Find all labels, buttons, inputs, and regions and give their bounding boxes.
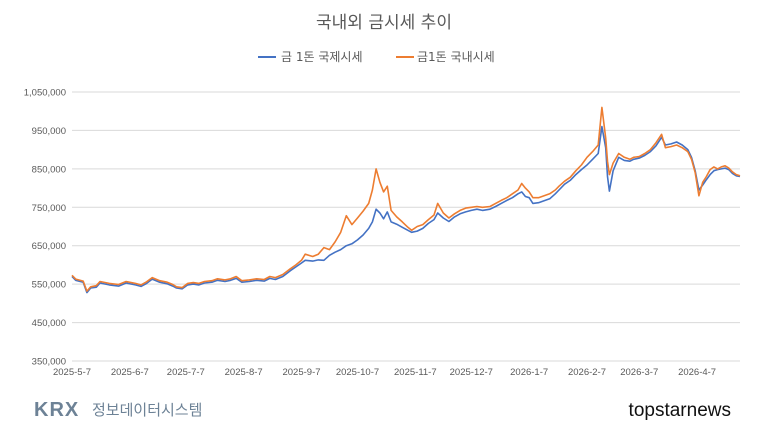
x-tick-label: 2026-4-7 [678, 367, 716, 378]
x-tick-label: 2025-9-7 [282, 367, 320, 378]
y-tick-label: 750,000 [32, 203, 66, 214]
x-tick-label: 2026-1-7 [510, 367, 548, 378]
chart-title: 국내외 금시세 추이 [316, 13, 452, 33]
y-tick-label: 850,000 [32, 164, 66, 175]
legend-label-domestic: 금1돈 국내시세 [417, 50, 495, 64]
y-tick-label: 550,000 [32, 280, 66, 291]
krx-logo-mark: KRX [34, 399, 79, 421]
x-tick-label: 2025-10-7 [336, 367, 379, 378]
legend-item-international: 금 1돈 국제시세 [258, 50, 363, 64]
legend-item-domestic: 금1돈 국내시세 [396, 50, 495, 64]
x-tick-label: 2026-2-7 [568, 367, 606, 378]
y-tick-label: 350,000 [32, 357, 66, 368]
krx-logo-subtitle: 정보데이터시스템 [92, 401, 202, 419]
x-axis-ticks: 2025-5-7 2025-6-7 2025-7-7 2025-8-7 2025-9-7… [53, 367, 716, 378]
series-line-domestic [71, 106, 741, 292]
x-tick-label: 2025-6-7 [111, 367, 149, 378]
y-tick-label: 1,050,000 [24, 88, 66, 99]
gridlines [72, 91, 740, 362]
krx-logo: KRX 정보데이터시스템 [34, 399, 202, 421]
x-tick-label: 2025-5-7 [53, 367, 91, 378]
series-line-international [71, 125, 741, 294]
x-tick-label: 2025-7-7 [167, 367, 205, 378]
series-lines [71, 106, 741, 294]
x-tick-label: 2026-3-7 [620, 367, 658, 378]
legend: 금 1돈 국제시세 금1돈 국내시세 [258, 50, 495, 64]
y-tick-label: 650,000 [32, 241, 66, 252]
x-tick-label: 2025-11-7 [394, 367, 437, 378]
topstarnews-watermark: topstarnews [629, 400, 731, 421]
legend-label-international: 금 1돈 국제시세 [281, 50, 363, 64]
y-axis-ticks: 350,000 450,000 550,000 650,000 750,000 850,0… [24, 88, 66, 368]
y-tick-label: 950,000 [32, 126, 66, 137]
x-tick-label: 2025-8-7 [225, 367, 263, 378]
y-tick-label: 450,000 [32, 318, 66, 329]
x-tick-label: 2025-12-7 [450, 367, 493, 378]
